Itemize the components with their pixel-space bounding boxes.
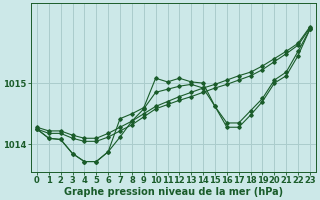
X-axis label: Graphe pression niveau de la mer (hPa): Graphe pression niveau de la mer (hPa) — [64, 187, 283, 197]
